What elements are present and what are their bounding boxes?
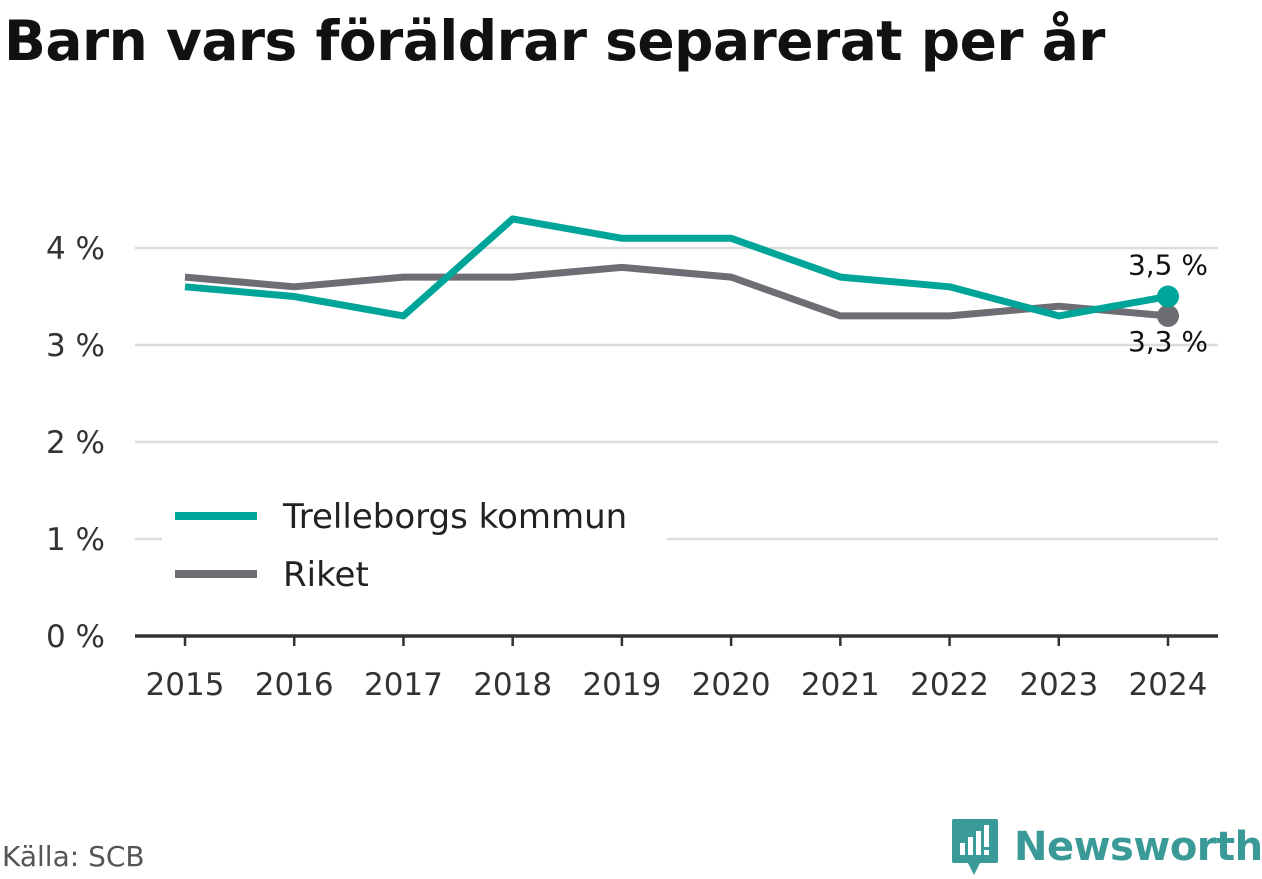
chart-title: Barn vars föräldrar separerat per år: [4, 9, 1105, 73]
y-tick-label: 0 %: [46, 619, 105, 655]
series-lines: [184, 215, 1169, 320]
y-tick-label: 3 %: [46, 328, 105, 364]
x-tick-label: 2021: [801, 667, 880, 703]
x-tick-label: 2016: [255, 667, 334, 703]
x-tick-label: 2022: [910, 667, 989, 703]
end-marker-riket: [1157, 304, 1179, 327]
y-tick-label: 2 %: [46, 425, 105, 461]
series-line-trelleborgs-kommun: [184, 215, 1169, 320]
newsworthy-logo: Newsworthy: [950, 817, 1262, 877]
x-tick-label: 2018: [473, 667, 552, 703]
x-tick-label: 2023: [1019, 667, 1098, 703]
series-line-riket: [184, 263, 1169, 320]
source-note: Källa: SCB: [2, 840, 145, 873]
legend: Trelleborgs kommun Riket: [162, 488, 667, 598]
x-tick-label: 2020: [692, 667, 771, 703]
end-labels: 3,5 % 3,3 %: [1128, 249, 1208, 358]
end-markers: [1157, 285, 1179, 327]
x-tick-label: 2019: [582, 667, 661, 703]
y-tick-label: 4 %: [46, 231, 105, 267]
newsworthy-logo-icon: [952, 819, 998, 875]
y-tick-label: 1 %: [46, 522, 105, 558]
legend-background: [162, 488, 667, 598]
x-axis: 2015 2016 2017 2018 2019 2020 2021 2022 2023 2024: [135, 634, 1218, 703]
brand-name: Newsworthy: [1014, 824, 1262, 870]
x-tick-label: 2024: [1129, 667, 1208, 703]
x-tick-label: 2015: [146, 667, 225, 703]
end-label-trelleborgs-kommun: 3,5 %: [1128, 249, 1208, 282]
legend-label-trelleborgs-kommun: Trelleborgs kommun: [282, 497, 627, 537]
y-axis-ticks: 0 % 1 % 2 % 3 % 4 %: [46, 231, 105, 655]
end-marker-trelleborgs-kommun: [1157, 285, 1179, 308]
x-tick-label: 2017: [364, 667, 443, 703]
legend-label-riket: Riket: [283, 555, 369, 595]
end-label-riket: 3,3 %: [1128, 325, 1208, 358]
